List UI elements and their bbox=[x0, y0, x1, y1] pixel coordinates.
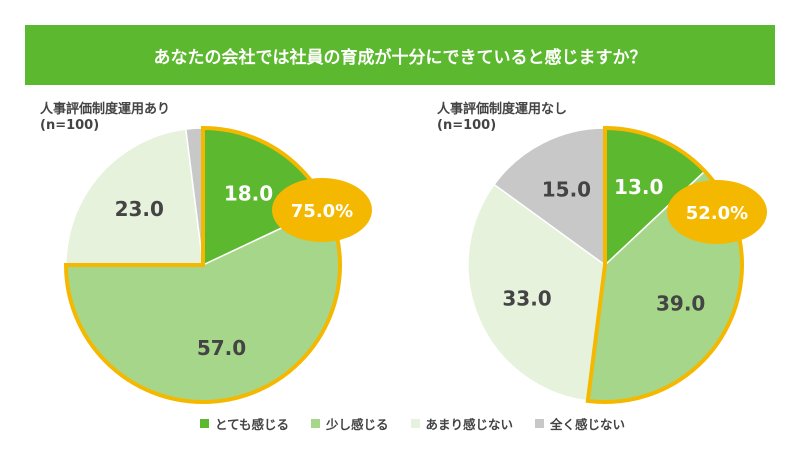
left-title-text: 人事評価制度運用あり bbox=[40, 102, 171, 117]
slice-label: 23.0 bbox=[115, 197, 164, 221]
legend-item: 全く感じない bbox=[535, 414, 625, 433]
total-label: 52.0% bbox=[686, 203, 748, 224]
legend: とても感じる 少し感じる あまり感じない 全く感じない bbox=[200, 414, 625, 433]
slice-label: 39.0 bbox=[656, 292, 705, 316]
slice-label: 13.0 bbox=[614, 175, 663, 199]
total-label: 75.0% bbox=[291, 201, 353, 222]
legend-swatch bbox=[535, 419, 545, 428]
slice-label: 18.0 bbox=[224, 181, 273, 205]
right-pie-title: 人事評価制度運用なし (n=100) bbox=[437, 102, 567, 134]
left-n: (n=100) bbox=[40, 118, 100, 133]
legend-item: 少し感じる bbox=[311, 414, 389, 433]
pie-slice bbox=[65, 128, 204, 266]
right-title-text: 人事評価制度運用なし bbox=[437, 102, 568, 117]
legend-swatch bbox=[410, 419, 420, 428]
right-n: (n=100) bbox=[437, 118, 497, 133]
pie-slice bbox=[493, 127, 606, 267]
legend-label: 少し感じる bbox=[326, 417, 389, 432]
left-pie-title: 人事評価制度運用あり (n=100) bbox=[40, 102, 170, 134]
legend-item: とても感じる bbox=[200, 414, 289, 433]
slice-label: 33.0 bbox=[502, 287, 551, 311]
chart-title: あなたの会社では社員の育成が十分にできていると感じますか？ bbox=[25, 25, 775, 85]
legend-label: とても感じる bbox=[215, 417, 290, 432]
legend-swatch bbox=[311, 419, 321, 428]
slice-label: 15.0 bbox=[542, 177, 591, 201]
legend-item: あまり感じない bbox=[410, 414, 514, 433]
legend-label: あまり感じない bbox=[425, 417, 514, 432]
total-bubble bbox=[667, 180, 767, 244]
highlight-outline bbox=[585, 125, 744, 404]
total-bubble bbox=[272, 178, 372, 242]
legend-label: 全く感じない bbox=[550, 417, 626, 432]
slice-label: 57.0 bbox=[197, 336, 246, 360]
pie-slice bbox=[467, 183, 606, 402]
highlight-outline bbox=[63, 125, 342, 404]
legend-swatch bbox=[200, 419, 209, 428]
